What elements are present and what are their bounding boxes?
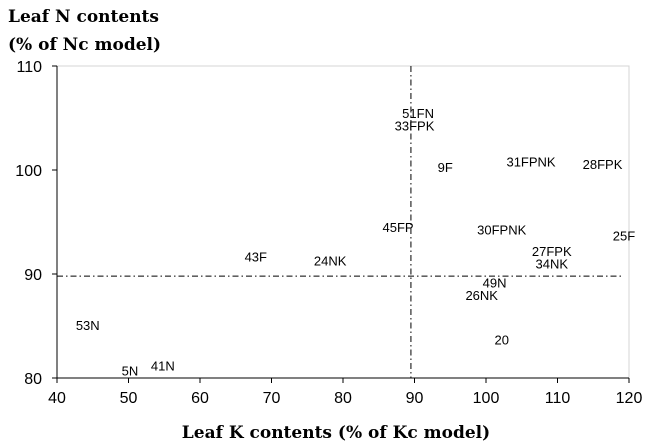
y-axis-title-line-1: Leaf N contents xyxy=(8,7,159,27)
data-point-label: 30FPNK xyxy=(477,222,526,237)
data-point-label: 53N xyxy=(76,318,100,333)
data-point-label: 41N xyxy=(151,359,175,374)
data-point-label: 20 xyxy=(494,333,508,348)
y-tick-label: 100 xyxy=(15,163,42,180)
data-point-label: 34NK xyxy=(536,257,569,272)
y-tick-label: 80 xyxy=(24,371,42,388)
x-tick-label: 50 xyxy=(120,390,138,407)
x-tick-label: 70 xyxy=(263,390,281,407)
data-point-label: 9F xyxy=(438,160,453,175)
x-axis-title: Leaf K contents (% of Kc model) xyxy=(182,423,490,443)
x-tick-label: 80 xyxy=(334,390,352,407)
data-point-label: 43F xyxy=(245,249,267,264)
data-point-label: 45FP xyxy=(383,220,414,235)
data-point-label: 31FPNK xyxy=(506,155,555,170)
x-tick-label: 40 xyxy=(48,390,66,407)
x-tick-label: 110 xyxy=(545,390,571,407)
data-point-label: 33FPK xyxy=(395,118,435,133)
data-point-label: 25F xyxy=(613,229,635,244)
data-point-label: 24NK xyxy=(314,253,347,268)
data-point-label: 26NK xyxy=(465,288,498,303)
x-tick-label: 60 xyxy=(191,390,209,407)
y-axis-title-line-2: (% of Nc model) xyxy=(8,35,161,55)
data-point-label: 28FPK xyxy=(583,157,623,172)
plot-frame xyxy=(56,65,630,379)
data-point-label: 51FN xyxy=(402,106,434,121)
x-tick-label: 100 xyxy=(473,390,500,407)
y-tick-label: 90 xyxy=(24,267,42,284)
x-tick-label: 120 xyxy=(616,390,643,407)
x-tick-label: 90 xyxy=(406,390,424,407)
y-tick-label: 110 xyxy=(16,59,42,76)
data-point-label: 49N xyxy=(483,275,507,290)
plot-area: 40 50 60 70 80 90 100 110 120 80 90 100 110 51FN33FPK… xyxy=(15,59,642,407)
data-point-label: 5N xyxy=(122,364,139,379)
data-point-label: 27FPK xyxy=(532,244,572,259)
